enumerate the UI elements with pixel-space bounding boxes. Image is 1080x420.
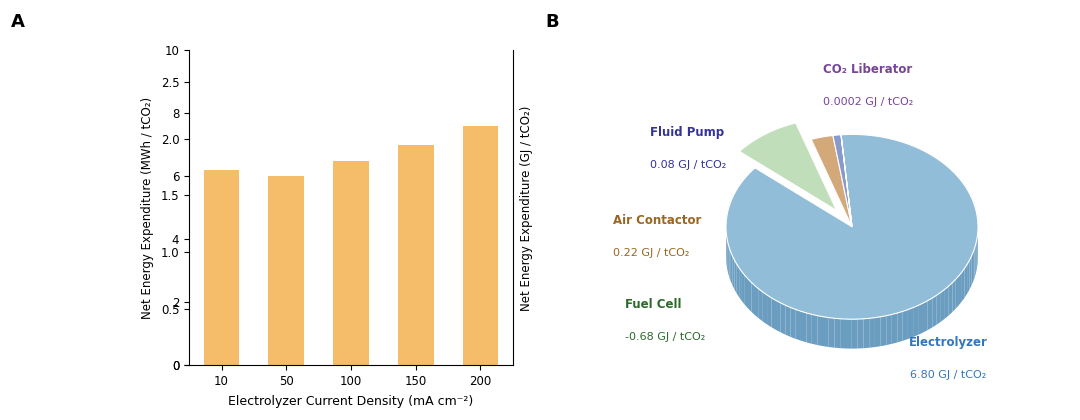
Polygon shape	[953, 279, 956, 312]
Polygon shape	[811, 136, 852, 227]
Polygon shape	[791, 307, 796, 339]
Polygon shape	[823, 317, 828, 347]
Polygon shape	[835, 318, 840, 348]
Text: 0.22 GJ / tCO₂: 0.22 GJ / tCO₂	[612, 248, 689, 258]
Polygon shape	[875, 317, 880, 347]
Polygon shape	[748, 279, 752, 312]
Polygon shape	[897, 311, 903, 342]
Text: 0.0002 GJ / tCO₂: 0.0002 GJ / tCO₂	[823, 97, 913, 107]
Polygon shape	[971, 252, 973, 286]
Polygon shape	[903, 310, 908, 341]
Polygon shape	[852, 319, 858, 349]
Polygon shape	[734, 260, 737, 294]
Polygon shape	[880, 316, 887, 346]
Bar	[204, 170, 240, 365]
Polygon shape	[785, 305, 791, 337]
Polygon shape	[959, 272, 962, 305]
Polygon shape	[964, 264, 967, 298]
Polygon shape	[781, 303, 785, 335]
Text: Air Contactor: Air Contactor	[612, 214, 701, 227]
Polygon shape	[739, 268, 742, 301]
Polygon shape	[767, 295, 771, 327]
Polygon shape	[863, 318, 869, 348]
Polygon shape	[841, 135, 852, 227]
Polygon shape	[936, 292, 941, 325]
Text: Fuel Cell: Fuel Cell	[625, 298, 681, 311]
Polygon shape	[962, 268, 964, 302]
Polygon shape	[737, 264, 739, 297]
Polygon shape	[752, 283, 755, 315]
Polygon shape	[742, 272, 745, 305]
Polygon shape	[941, 289, 945, 322]
Polygon shape	[771, 298, 777, 330]
Bar	[269, 176, 305, 365]
Polygon shape	[913, 305, 918, 337]
Polygon shape	[745, 276, 748, 308]
Polygon shape	[970, 257, 971, 290]
Polygon shape	[956, 276, 959, 309]
Text: Fluid Pump: Fluid Pump	[650, 126, 725, 139]
Polygon shape	[807, 313, 812, 344]
Text: A: A	[11, 13, 25, 31]
Text: -0.68 GJ / tCO₂: -0.68 GJ / tCO₂	[625, 332, 705, 342]
Polygon shape	[796, 310, 801, 341]
Polygon shape	[973, 248, 974, 282]
Bar	[334, 160, 368, 365]
Polygon shape	[812, 315, 818, 345]
Polygon shape	[762, 292, 767, 324]
Polygon shape	[833, 135, 852, 227]
Text: 6.80 GJ / tCO₂: 6.80 GJ / tCO₂	[910, 370, 987, 380]
Polygon shape	[869, 318, 875, 348]
Polygon shape	[740, 123, 837, 210]
Polygon shape	[759, 289, 762, 321]
Polygon shape	[828, 318, 835, 348]
Text: CO₂ Liberator: CO₂ Liberator	[823, 63, 912, 76]
Y-axis label: Net Energy Expenditure (MWh / tCO₂): Net Energy Expenditure (MWh / tCO₂)	[140, 97, 153, 319]
Polygon shape	[729, 248, 731, 281]
Polygon shape	[908, 307, 913, 339]
Polygon shape	[858, 319, 863, 349]
Polygon shape	[928, 298, 932, 330]
Polygon shape	[732, 256, 734, 289]
Bar	[397, 145, 433, 365]
Polygon shape	[731, 252, 732, 286]
Polygon shape	[755, 286, 759, 318]
Bar	[462, 126, 498, 365]
Polygon shape	[818, 316, 823, 346]
X-axis label: Electrolyzer Current Density (mA cm⁻²): Electrolyzer Current Density (mA cm⁻²)	[228, 395, 474, 408]
Polygon shape	[948, 283, 953, 315]
Polygon shape	[923, 301, 928, 333]
Polygon shape	[892, 313, 897, 344]
Text: 0.08 GJ / tCO₂: 0.08 GJ / tCO₂	[650, 160, 727, 170]
Text: Electrolyzer: Electrolyzer	[909, 336, 988, 349]
Polygon shape	[840, 319, 846, 349]
Polygon shape	[974, 244, 976, 278]
Polygon shape	[918, 303, 923, 335]
Y-axis label: Net Energy Expenditure (GJ / tCO₂): Net Energy Expenditure (GJ / tCO₂)	[519, 105, 532, 310]
Polygon shape	[932, 295, 936, 328]
Text: B: B	[545, 13, 559, 31]
Polygon shape	[887, 315, 892, 345]
Polygon shape	[726, 134, 978, 319]
Polygon shape	[945, 286, 948, 319]
Polygon shape	[777, 300, 781, 332]
Polygon shape	[728, 244, 729, 277]
Polygon shape	[846, 319, 852, 349]
Polygon shape	[967, 260, 970, 294]
Polygon shape	[801, 311, 807, 342]
